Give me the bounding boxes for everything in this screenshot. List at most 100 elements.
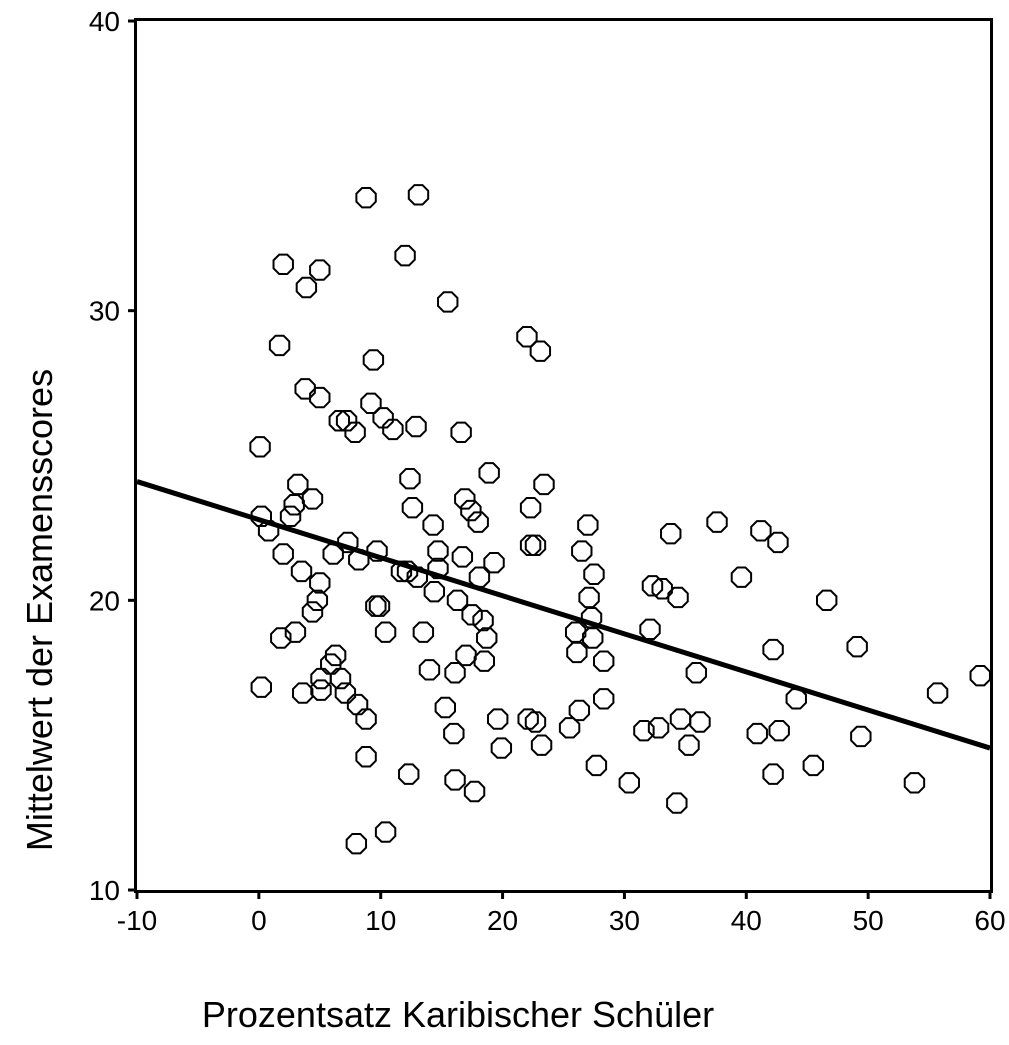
data-point bbox=[345, 832, 368, 855]
data-point bbox=[577, 514, 599, 536]
x-axis-title: Prozentsatz Karibischer Schüler bbox=[202, 994, 714, 1035]
data-point bbox=[578, 586, 600, 609]
data-point bbox=[524, 534, 547, 556]
data-point bbox=[287, 473, 309, 496]
data-point bbox=[478, 462, 500, 484]
data-point bbox=[398, 763, 420, 785]
data-point bbox=[802, 754, 825, 777]
data-point bbox=[418, 659, 441, 681]
data-point bbox=[372, 407, 394, 429]
data-point bbox=[467, 511, 489, 533]
data-point bbox=[292, 682, 314, 704]
data-point bbox=[309, 386, 331, 409]
data-point bbox=[268, 334, 291, 357]
data-point bbox=[762, 638, 784, 661]
data-point bbox=[529, 340, 552, 362]
data-point bbox=[450, 421, 472, 444]
data-point bbox=[487, 708, 509, 730]
data-point bbox=[568, 699, 591, 722]
data-point bbox=[685, 662, 708, 684]
data-point bbox=[270, 627, 292, 649]
data-points bbox=[249, 184, 991, 855]
data-point bbox=[394, 244, 416, 267]
data-point bbox=[412, 621, 435, 643]
data-point bbox=[423, 580, 446, 603]
data-point bbox=[639, 618, 661, 640]
data-point bbox=[785, 688, 807, 710]
data-point bbox=[337, 531, 359, 554]
data-point bbox=[355, 708, 377, 730]
data-point bbox=[566, 641, 588, 664]
regression-line bbox=[136, 479, 991, 751]
data-point bbox=[669, 708, 692, 730]
data-point bbox=[516, 326, 538, 348]
data-point bbox=[374, 821, 397, 843]
data-point bbox=[730, 566, 753, 588]
data-point bbox=[310, 667, 332, 690]
data-point bbox=[689, 711, 711, 733]
data-point bbox=[524, 711, 547, 733]
data-point bbox=[460, 499, 482, 522]
x-tick-label: -10 bbox=[117, 905, 157, 936]
data-point bbox=[329, 667, 352, 690]
data-point bbox=[768, 719, 790, 742]
data-point bbox=[405, 415, 427, 438]
data-point bbox=[335, 410, 358, 432]
data-point bbox=[767, 531, 789, 554]
data-point bbox=[401, 496, 424, 519]
data-point bbox=[294, 378, 316, 400]
data-point bbox=[301, 488, 324, 510]
data-point bbox=[427, 540, 449, 562]
data-point bbox=[461, 604, 483, 626]
data-point bbox=[272, 253, 294, 276]
regression-line-group bbox=[136, 479, 991, 751]
data-point bbox=[463, 780, 486, 803]
data-point bbox=[444, 662, 466, 684]
data-point bbox=[585, 754, 608, 777]
data-point bbox=[926, 682, 949, 704]
data-point bbox=[666, 792, 688, 814]
y-tick-label: 20 bbox=[89, 585, 120, 616]
data-point bbox=[295, 276, 318, 299]
x-tick-label: 40 bbox=[731, 905, 762, 936]
data-point bbox=[476, 627, 498, 649]
data-point bbox=[334, 682, 357, 704]
x-tick-label: 10 bbox=[365, 905, 396, 936]
data-point bbox=[816, 589, 838, 612]
data-point bbox=[310, 679, 332, 701]
data-point bbox=[324, 644, 347, 667]
data-point bbox=[360, 392, 382, 415]
data-point bbox=[249, 436, 271, 458]
data-point bbox=[346, 693, 369, 716]
y-tick-label: 10 bbox=[89, 875, 120, 906]
data-point bbox=[678, 734, 700, 756]
plot-frame bbox=[134, 18, 993, 893]
data-point bbox=[455, 644, 477, 667]
data-point bbox=[283, 494, 305, 516]
data-point bbox=[374, 621, 397, 643]
data-point bbox=[309, 572, 331, 594]
data-point bbox=[407, 184, 430, 206]
data-point bbox=[309, 259, 331, 281]
data-point bbox=[306, 589, 329, 612]
y-tick-label: 40 bbox=[89, 6, 120, 37]
y-tick-label: 30 bbox=[89, 296, 120, 327]
data-point bbox=[284, 621, 307, 643]
data-point bbox=[519, 496, 542, 519]
x-tick-label: 20 bbox=[487, 905, 518, 936]
data-point bbox=[443, 722, 465, 745]
x-tick-label: 30 bbox=[609, 905, 640, 936]
data-point bbox=[328, 410, 350, 432]
data-point bbox=[633, 719, 655, 742]
data-point bbox=[571, 540, 593, 562]
data-point bbox=[558, 717, 581, 739]
data-point bbox=[344, 421, 366, 444]
y-axis-title: Mittelwert der Examensscores bbox=[19, 369, 60, 851]
data-point bbox=[382, 418, 404, 441]
data-point bbox=[582, 627, 604, 649]
data-point bbox=[399, 467, 421, 490]
data-point bbox=[362, 349, 385, 371]
data-point bbox=[706, 511, 728, 533]
x-tick-label: 50 bbox=[853, 905, 884, 936]
